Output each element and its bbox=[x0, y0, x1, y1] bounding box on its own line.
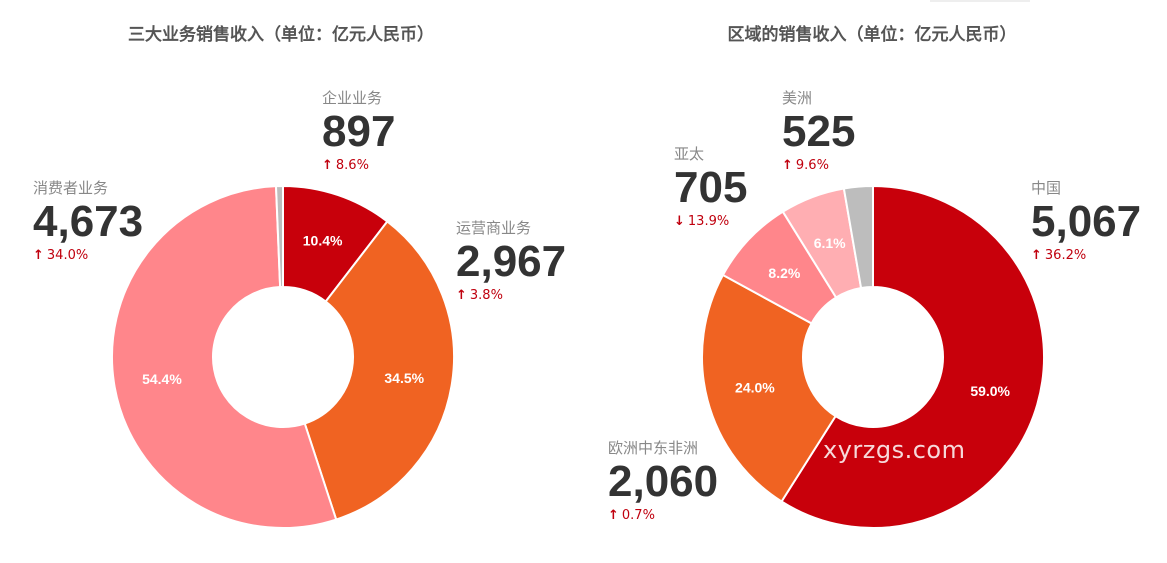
callout-label: 消费者业务 bbox=[33, 179, 109, 197]
donut-slice-欧洲中东非洲 bbox=[701, 273, 837, 503]
donut-slice-消费者业务 bbox=[111, 185, 338, 529]
slice-percent-label: 24.0% bbox=[735, 380, 775, 396]
callout-emea: 欧洲中东非洲 2,060 ↑ 0.7% bbox=[608, 439, 718, 525]
arrow-up-icon: ↑ bbox=[33, 248, 44, 263]
arrow-up-icon: ↑ bbox=[456, 288, 467, 303]
slice-percent-label: 59.0% bbox=[970, 383, 1010, 399]
slice-percent-label: 10.4% bbox=[303, 233, 343, 249]
callout-label: 中国 bbox=[1031, 179, 1062, 197]
callout-change: ↑ 36.2% bbox=[1031, 248, 1087, 263]
callout-change: ↓ 13.9% bbox=[674, 214, 730, 229]
callout-change: ↑ 9.6% bbox=[782, 158, 829, 173]
callout-china: 中国 5,067 ↑ 36.2% bbox=[1031, 179, 1141, 265]
slice-percent-label: 6.1% bbox=[814, 235, 846, 251]
callout-value: 4,673 bbox=[33, 197, 144, 246]
callout-carrier: 运营商业务 2,967 ↑ 3.8% bbox=[456, 219, 566, 305]
arrow-up-icon: ↑ bbox=[1031, 248, 1042, 263]
callout-change: ↑ 0.7% bbox=[608, 508, 655, 523]
arrow-down-icon: ↓ bbox=[674, 214, 685, 229]
callout-value: 897 bbox=[322, 107, 396, 156]
donut-slice-中国 bbox=[780, 184, 1045, 529]
callout-label: 亚太 bbox=[674, 145, 705, 163]
callout-value: 2,967 bbox=[456, 237, 567, 286]
donut-slice-运营商业务 bbox=[303, 220, 455, 521]
callout-consumer: 消费者业务 4,673 ↑ 34.0% bbox=[33, 179, 143, 265]
callout-change: ↑ 8.6% bbox=[322, 158, 369, 173]
arrow-up-icon: ↑ bbox=[608, 508, 619, 523]
slice-percent-label: 54.4% bbox=[142, 371, 182, 387]
chart-title-region: 区域的销售收入（单位：亿元人民币） bbox=[727, 25, 1017, 45]
watermark: xyrzgs.com bbox=[823, 436, 966, 464]
callout-enterprise: 企业业务 897 ↑ 8.6% bbox=[322, 89, 395, 175]
chart-title-business: 三大业务销售收入（单位：亿元人民币） bbox=[128, 25, 434, 45]
callout-label: 美洲 bbox=[782, 89, 813, 107]
callout-label: 欧洲中东非洲 bbox=[608, 439, 699, 457]
callout-value: 525 bbox=[782, 107, 856, 156]
donut-slice-other bbox=[274, 184, 284, 289]
callout-label: 运营商业务 bbox=[456, 219, 532, 237]
arrow-up-icon: ↑ bbox=[782, 158, 793, 173]
donut-slice-other bbox=[842, 184, 874, 290]
callout-change: ↑ 34.0% bbox=[33, 248, 89, 263]
callout-label: 企业业务 bbox=[322, 89, 383, 107]
slice-percent-label: 34.5% bbox=[384, 370, 424, 386]
arrow-up-icon: ↑ bbox=[322, 158, 333, 173]
callout-value: 2,060 bbox=[608, 457, 719, 506]
callout-americas: 美洲 525 ↑ 9.6% bbox=[782, 89, 855, 175]
callout-apac: 亚太 705 ↓ 13.9% bbox=[674, 145, 747, 231]
callout-value: 5,067 bbox=[1031, 197, 1142, 246]
callout-value: 705 bbox=[674, 163, 748, 212]
slice-percent-label: 8.2% bbox=[768, 265, 800, 281]
callout-change: ↑ 3.8% bbox=[456, 288, 503, 303]
top-divider bbox=[930, 0, 1030, 2]
